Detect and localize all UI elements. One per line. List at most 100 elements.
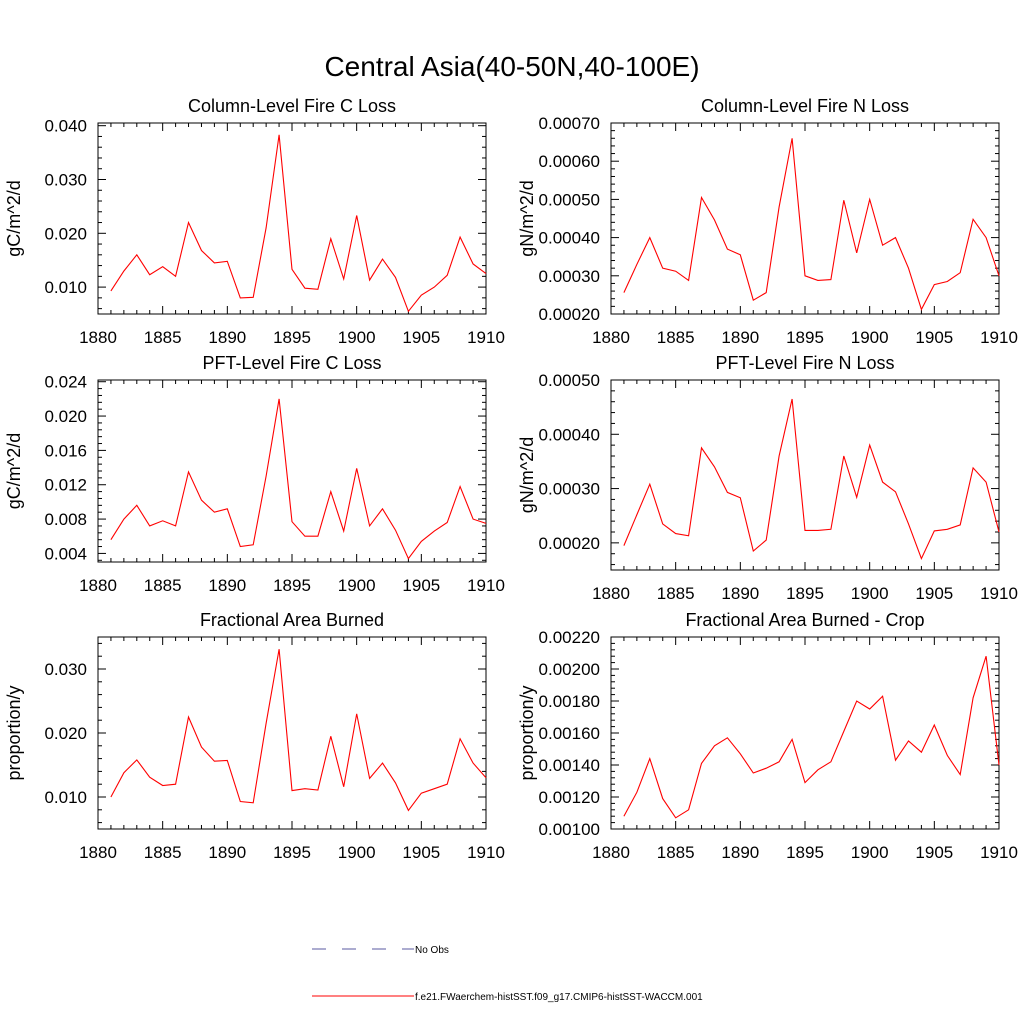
y-tick-label: 0.00100 xyxy=(539,820,600,839)
y-tick-label: 0.030 xyxy=(44,170,87,189)
chart-panel: PFT-Level Fire C Loss gC/m^2/d 1880 1885 189… xyxy=(4,353,505,595)
x-tick-label: 1900 xyxy=(851,584,889,603)
x-tick-label: 1900 xyxy=(338,328,376,347)
x-tick-label: 1885 xyxy=(657,584,695,603)
y-axis-label: proportion/y xyxy=(517,685,537,780)
y-axis-label: gN/m^2/d xyxy=(517,437,537,513)
x-tick-label: 1895 xyxy=(786,584,824,603)
panel-title: PFT-Level Fire N Loss xyxy=(715,353,894,373)
x-tick-label: 1900 xyxy=(338,576,376,595)
panel-title: Fractional Area Burned - Crop xyxy=(685,610,924,630)
x-tick-label: 1890 xyxy=(208,576,246,595)
plot-frame xyxy=(97,636,487,830)
x-tick-label: 1890 xyxy=(208,328,246,347)
series-line xyxy=(623,656,1000,819)
x-tick-label: 1900 xyxy=(851,843,889,862)
y-tick-label: 0.012 xyxy=(44,476,87,495)
y-tick-label: 0.00180 xyxy=(539,692,600,711)
y-tick-label: 0.00030 xyxy=(539,267,600,286)
x-tick-label: 1895 xyxy=(273,328,311,347)
x-tick-label: 1910 xyxy=(980,584,1018,603)
x-tick-label: 1905 xyxy=(915,328,953,347)
y-tick-label: 0.010 xyxy=(44,788,87,807)
x-tick-label: 1880 xyxy=(79,576,117,595)
x-tick-label: 1895 xyxy=(273,576,311,595)
y-tick-label: 0.00060 xyxy=(539,152,600,171)
y-tick-label: 0.00040 xyxy=(539,425,600,444)
y-tick-label: 0.00030 xyxy=(539,480,600,499)
y-tick-label: 0.020 xyxy=(44,724,87,743)
x-tick-label: 1895 xyxy=(786,843,824,862)
x-tick-label: 1890 xyxy=(208,843,246,862)
y-tick-label: 0.024 xyxy=(44,373,87,392)
y-axis-label: gC/m^2/d xyxy=(4,433,24,509)
x-tick-label: 1880 xyxy=(592,584,630,603)
x-tick-label: 1910 xyxy=(980,843,1018,862)
y-tick-label: 0.040 xyxy=(44,117,87,136)
chart-panel: Fractional Area Burned proportion/y 1880 18… xyxy=(4,610,505,862)
series-line xyxy=(110,134,487,313)
legend: No Obs f.e21.FWaerchem-histSST.f09_g17.C… xyxy=(312,945,703,1003)
plot-frame xyxy=(610,636,1000,830)
legend-obs-label: No Obs xyxy=(415,945,449,956)
y-tick-label: 0.004 xyxy=(44,544,87,563)
x-tick-label: 1885 xyxy=(144,328,182,347)
series-line xyxy=(110,649,487,812)
y-tick-label: 0.00120 xyxy=(539,788,600,807)
x-tick-label: 1890 xyxy=(721,328,759,347)
series-line xyxy=(623,398,1000,561)
x-tick-label: 1910 xyxy=(467,843,505,862)
x-tick-label: 1905 xyxy=(915,584,953,603)
y-tick-label: 0.00160 xyxy=(539,724,600,743)
chart-panel: Column-Level Fire C Loss gC/m^2/d 1880 1885… xyxy=(4,96,505,347)
y-tick-label: 0.00140 xyxy=(539,756,600,775)
y-tick-label: 0.00050 xyxy=(539,371,600,390)
x-tick-label: 1880 xyxy=(592,328,630,347)
y-tick-label: 0.020 xyxy=(44,224,87,243)
x-tick-label: 1910 xyxy=(467,576,505,595)
series-line xyxy=(110,398,487,560)
x-tick-label: 1895 xyxy=(786,328,824,347)
panel-title: Fractional Area Burned xyxy=(200,610,384,630)
x-tick-label: 1905 xyxy=(402,576,440,595)
x-tick-label: 1880 xyxy=(79,328,117,347)
x-tick-label: 1910 xyxy=(467,328,505,347)
y-axis-label: gN/m^2/d xyxy=(517,180,537,256)
x-tick-label: 1905 xyxy=(915,843,953,862)
y-tick-label: 0.00020 xyxy=(539,534,600,553)
y-tick-label: 0.008 xyxy=(44,510,87,529)
chart-panel: Column-Level Fire N Loss gN/m^2/d 1880 1885… xyxy=(517,96,1018,347)
x-tick-label: 1885 xyxy=(657,843,695,862)
x-tick-label: 1885 xyxy=(144,576,182,595)
y-tick-label: 0.00050 xyxy=(539,190,600,209)
panel-grid: Column-Level Fire C Loss gC/m^2/d 1880 1885… xyxy=(4,96,1018,862)
y-tick-label: 0.020 xyxy=(44,407,87,426)
chart-panel: Fractional Area Burned - Crop proportion/… xyxy=(517,610,1018,862)
y-tick-label: 0.00070 xyxy=(539,114,600,133)
plot-frame xyxy=(610,379,1000,571)
y-tick-label: 0.030 xyxy=(44,660,87,679)
legend-model-label: f.e21.FWaerchem-histSST.f09_g17.CMIP6-hi… xyxy=(415,992,703,1003)
x-tick-label: 1880 xyxy=(79,843,117,862)
y-tick-label: 0.010 xyxy=(44,278,87,297)
x-tick-label: 1890 xyxy=(721,584,759,603)
plot-frame xyxy=(97,122,487,315)
y-axis-label: proportion/y xyxy=(4,685,24,780)
y-tick-label: 0.00200 xyxy=(539,660,600,679)
plot-frame xyxy=(97,379,487,563)
x-tick-label: 1905 xyxy=(402,843,440,862)
x-tick-label: 1900 xyxy=(338,843,376,862)
x-tick-label: 1880 xyxy=(592,843,630,862)
panel-title: PFT-Level Fire C Loss xyxy=(202,353,381,373)
x-tick-label: 1905 xyxy=(402,328,440,347)
figure-title: Central Asia(40-50N,40-100E) xyxy=(324,51,699,82)
plot-frame xyxy=(610,122,1000,315)
x-tick-label: 1910 xyxy=(980,328,1018,347)
y-axis-label: gC/m^2/d xyxy=(4,180,24,256)
panel-title: Column-Level Fire N Loss xyxy=(701,96,909,116)
series-line xyxy=(623,138,1000,311)
x-tick-label: 1885 xyxy=(657,328,695,347)
chart-panel: PFT-Level Fire N Loss gN/m^2/d 1880 1885 189… xyxy=(517,353,1018,603)
x-tick-label: 1890 xyxy=(721,843,759,862)
